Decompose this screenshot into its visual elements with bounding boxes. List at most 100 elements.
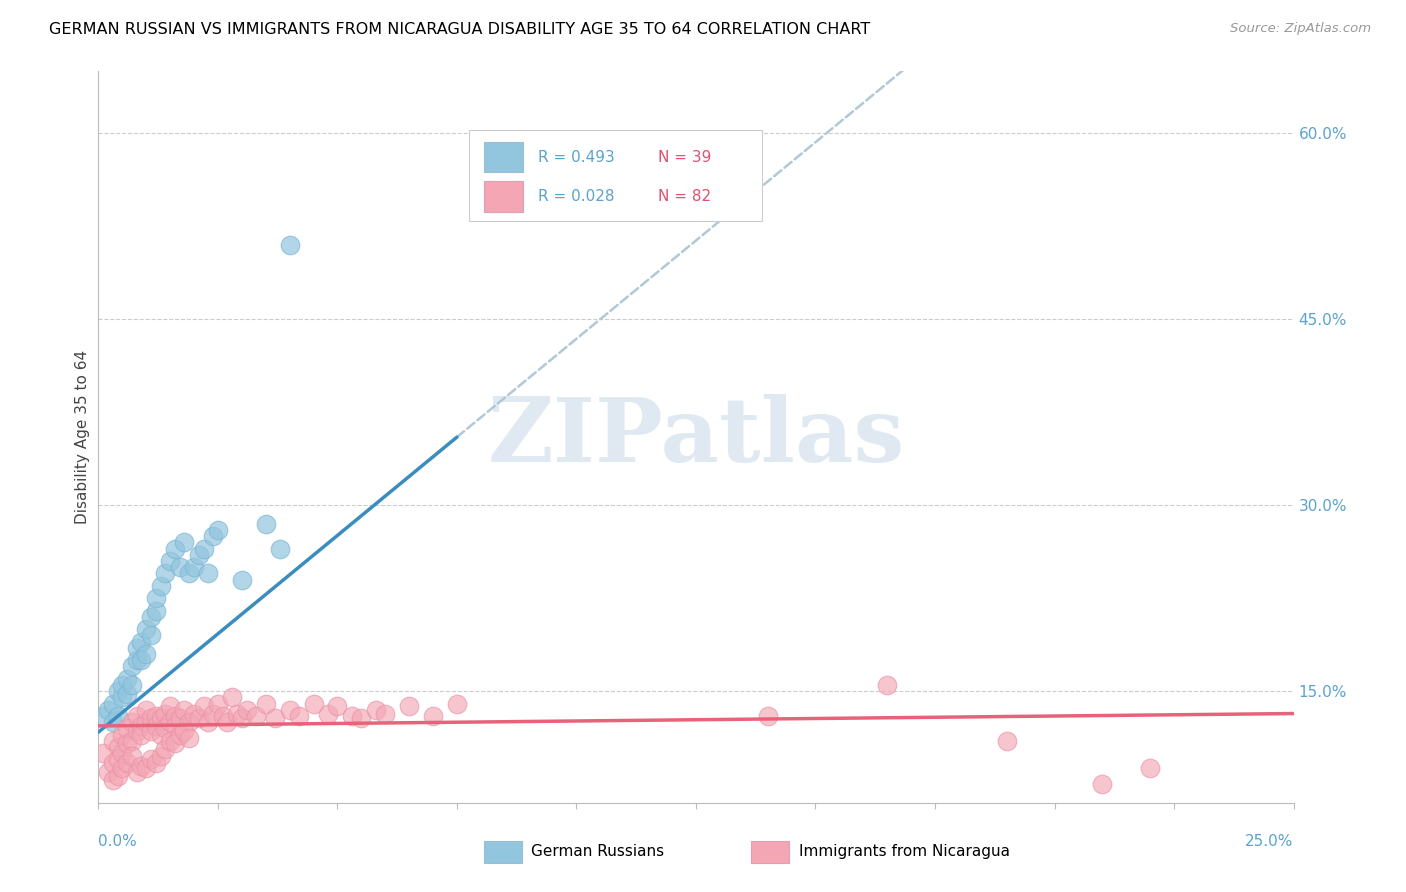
Point: [173, 535, 195, 549]
Point: [187, 548, 209, 562]
Point: [179, 715, 201, 730]
Point: [139, 752, 162, 766]
Point: [197, 566, 219, 581]
Point: [111, 690, 134, 705]
Point: [756, 709, 779, 723]
Point: [226, 706, 249, 721]
Point: [197, 715, 219, 730]
Point: [121, 678, 143, 692]
FancyBboxPatch shape: [485, 142, 523, 172]
Point: [163, 736, 186, 750]
Point: [145, 604, 167, 618]
Point: [179, 731, 201, 746]
Point: [91, 709, 114, 723]
Point: [278, 703, 301, 717]
Point: [159, 734, 181, 748]
Point: [155, 742, 177, 756]
Point: [145, 709, 167, 723]
Point: [187, 711, 209, 725]
Point: [139, 628, 162, 642]
FancyBboxPatch shape: [751, 841, 789, 863]
Point: [1139, 761, 1161, 775]
Point: [207, 523, 229, 537]
Point: [221, 690, 243, 705]
Point: [91, 746, 114, 760]
Point: [211, 709, 233, 723]
Point: [316, 706, 339, 721]
Point: [135, 703, 157, 717]
Point: [125, 640, 148, 655]
Point: [340, 709, 363, 723]
Point: [115, 672, 138, 686]
Point: [169, 560, 191, 574]
Point: [159, 715, 181, 730]
Text: 0.0%: 0.0%: [98, 834, 138, 849]
Point: [193, 541, 215, 556]
Point: [139, 723, 162, 738]
Point: [278, 238, 301, 252]
Text: Immigrants from Nicaragua: Immigrants from Nicaragua: [799, 845, 1010, 859]
Point: [107, 709, 129, 723]
Point: [374, 706, 396, 721]
Point: [101, 715, 124, 730]
Point: [131, 719, 153, 733]
Point: [169, 728, 191, 742]
Point: [101, 756, 124, 771]
Point: [446, 697, 468, 711]
Point: [125, 723, 148, 738]
Point: [131, 634, 153, 648]
Point: [163, 719, 186, 733]
Point: [149, 579, 172, 593]
Text: GERMAN RUSSIAN VS IMMIGRANTS FROM NICARAGUA DISABILITY AGE 35 TO 64 CORRELATION : GERMAN RUSSIAN VS IMMIGRANTS FROM NICARA…: [49, 22, 870, 37]
Text: ZIPatlas: ZIPatlas: [488, 393, 904, 481]
Point: [163, 541, 186, 556]
Point: [288, 709, 311, 723]
Point: [121, 659, 143, 673]
Point: [163, 709, 186, 723]
Point: [115, 687, 138, 701]
Point: [135, 715, 157, 730]
Point: [121, 748, 143, 763]
FancyBboxPatch shape: [484, 841, 522, 863]
Point: [995, 734, 1018, 748]
Point: [364, 703, 387, 717]
Point: [159, 554, 181, 568]
Point: [159, 699, 181, 714]
Point: [111, 678, 134, 692]
Point: [131, 758, 153, 772]
Point: [398, 699, 420, 714]
Point: [97, 764, 120, 779]
Point: [202, 529, 225, 543]
Point: [107, 768, 129, 782]
Point: [245, 709, 267, 723]
Point: [145, 719, 167, 733]
Point: [326, 699, 349, 714]
Point: [149, 711, 172, 725]
Point: [155, 706, 177, 721]
Point: [1091, 777, 1114, 791]
Y-axis label: Disability Age 35 to 64: Disability Age 35 to 64: [75, 350, 90, 524]
Point: [302, 697, 325, 711]
Point: [173, 723, 195, 738]
Point: [131, 653, 153, 667]
Point: [111, 761, 134, 775]
Point: [135, 622, 157, 636]
Point: [876, 678, 898, 692]
Point: [135, 647, 157, 661]
Point: [125, 764, 148, 779]
Text: R = 0.028: R = 0.028: [538, 189, 614, 204]
Text: N = 82: N = 82: [658, 189, 711, 204]
Point: [169, 711, 191, 725]
Point: [235, 703, 257, 717]
Point: [125, 653, 148, 667]
Point: [111, 728, 134, 742]
Text: N = 39: N = 39: [658, 150, 711, 165]
Point: [121, 734, 143, 748]
Point: [155, 566, 177, 581]
Point: [155, 722, 177, 736]
Point: [115, 736, 138, 750]
Text: 25.0%: 25.0%: [1246, 834, 1294, 849]
Point: [269, 541, 291, 556]
Point: [111, 746, 134, 760]
Point: [101, 697, 124, 711]
